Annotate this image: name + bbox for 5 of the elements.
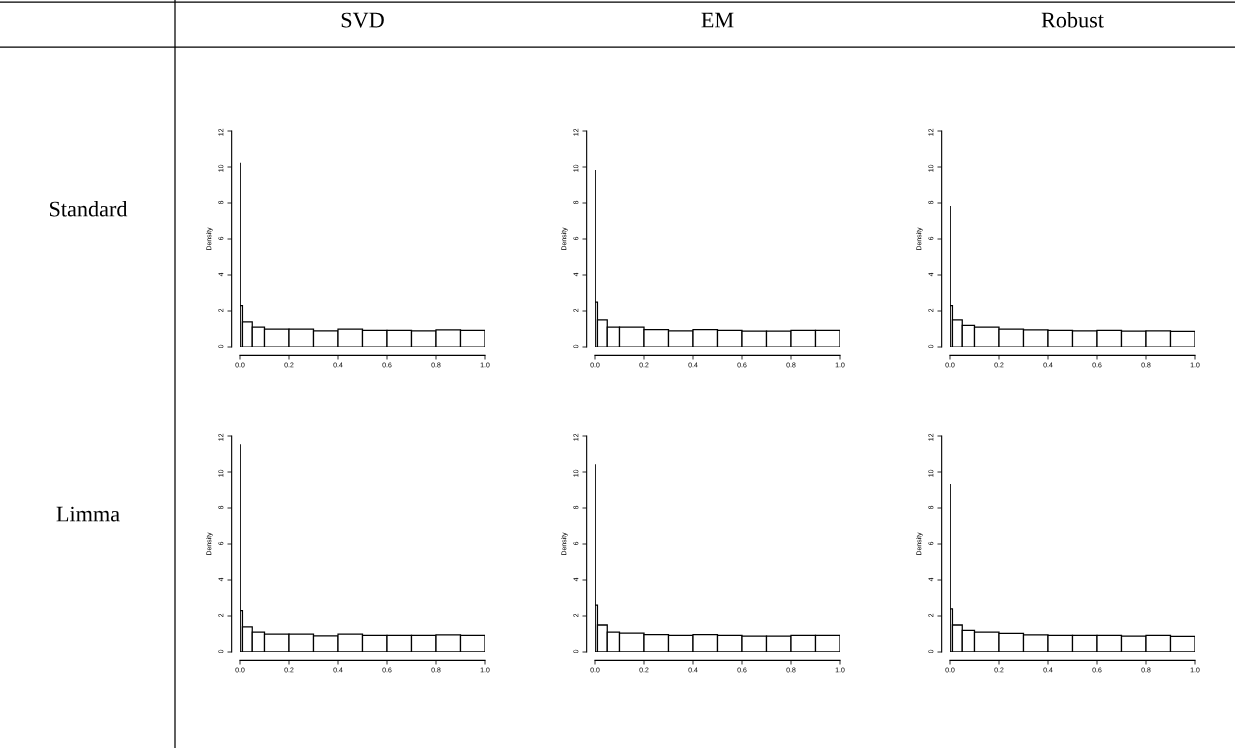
text: Standard (49, 200, 128, 217)
chart-title: SVD (341, 12, 384, 28)
text: Limma (56, 506, 120, 522)
chart-title: EM (701, 12, 734, 28)
chart-title: Robust (1041, 11, 1104, 28)
